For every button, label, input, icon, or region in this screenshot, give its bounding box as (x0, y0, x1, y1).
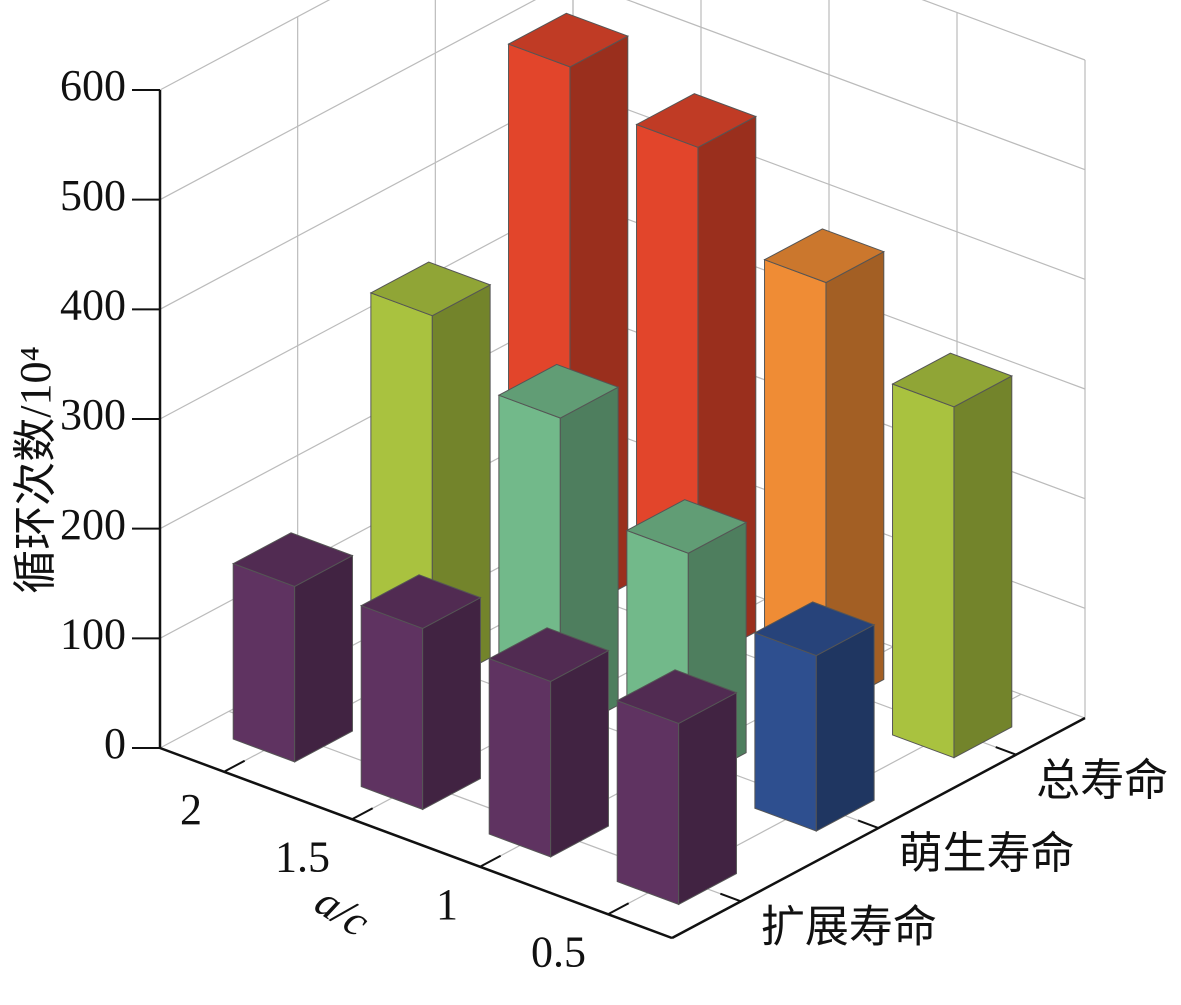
x-tick (479, 854, 502, 868)
bar-front (616, 699, 680, 906)
x-tick (607, 902, 630, 916)
y-tick-label: 600 (60, 61, 126, 110)
x-tick-label: 0.5 (531, 927, 586, 976)
bar-side (550, 649, 609, 858)
bar-top (635, 93, 758, 148)
bar-front (754, 632, 817, 832)
bar-front (232, 562, 296, 763)
bar-top (359, 574, 482, 629)
y-axis-title: 循环次数/10⁴ (11, 346, 60, 594)
bar-top (231, 532, 354, 587)
bar-side (953, 375, 1013, 759)
x-axis-title: a/c (307, 876, 379, 947)
bar-front (892, 383, 955, 759)
bar-top (615, 669, 738, 724)
x-axis (159, 746, 673, 940)
y-tick-label: 500 (60, 171, 126, 220)
y-tick-label: 0 (104, 719, 126, 768)
grid-line (159, 0, 331, 91)
bar-top (369, 261, 492, 317)
bar-side (294, 554, 353, 763)
x-tick (351, 807, 374, 821)
x-tick-label: 1.5 (275, 832, 330, 881)
y-tick-label: 100 (60, 609, 126, 658)
z-tick (857, 819, 879, 829)
series-label: 总寿命 (1036, 756, 1168, 805)
bar-top (753, 601, 876, 657)
bar-top (625, 499, 748, 554)
grid-line (159, 308, 574, 530)
grid-line (921, 0, 1086, 61)
x-tick-label: 2 (180, 785, 202, 834)
y-tick-label: 400 (60, 280, 126, 329)
series-label: 扩展寿命 (761, 902, 937, 951)
bar-top (507, 12, 630, 68)
bar-side (815, 623, 875, 832)
bar-front (488, 657, 552, 858)
grid-line (159, 0, 537, 201)
bar-side (422, 596, 481, 811)
bar-side (678, 691, 737, 906)
y-tick-label: 200 (60, 500, 126, 549)
bar-top (497, 363, 620, 419)
y-tick-label: 300 (60, 390, 126, 439)
x-tick (223, 759, 246, 773)
grid-line (159, 88, 574, 310)
z-tick (720, 892, 742, 903)
bar-top (763, 228, 886, 284)
z-tick (995, 746, 1017, 756)
grid-line (159, 198, 574, 420)
bar-top (891, 352, 1014, 408)
x-tick-label: 1 (436, 880, 458, 929)
series-label: 萌生寿命 (899, 829, 1075, 878)
bar-top (487, 627, 610, 682)
bar-front (360, 604, 424, 811)
